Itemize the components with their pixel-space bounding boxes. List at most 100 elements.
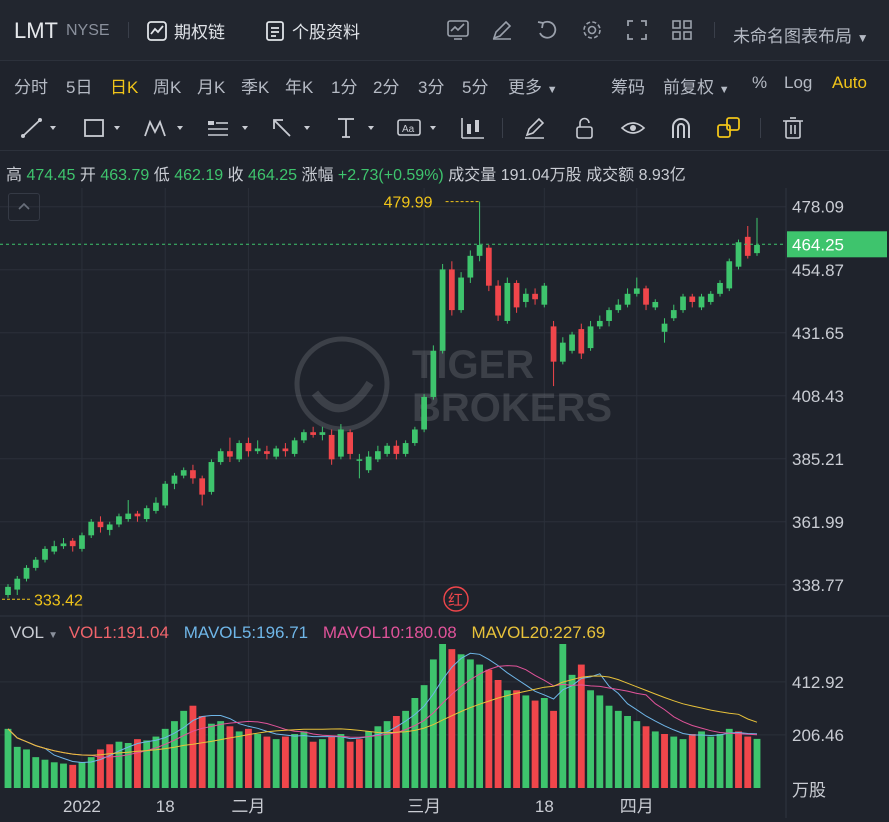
candle-body	[633, 288, 640, 294]
candle-body	[273, 448, 280, 457]
mavol10-value: MAVOL10:180.08	[322, 623, 457, 642]
pattern-tool-icon[interactable]	[143, 116, 187, 140]
gear-icon[interactable]	[580, 18, 604, 42]
volume-bar	[383, 721, 391, 788]
candle-body	[365, 456, 372, 471]
candle-body	[190, 470, 196, 479]
mavol5-value: MAVOL5:196.71	[183, 623, 309, 642]
volume-tick-label: 206.46	[792, 726, 844, 745]
volume-bar	[661, 734, 668, 788]
layers-icon[interactable]	[716, 116, 742, 140]
layout-name-dropdown[interactable]: 未命名图表布局 ▼	[733, 22, 869, 47]
candle-body	[439, 269, 446, 351]
period-item[interactable]: 3分	[418, 78, 445, 97]
candle-body	[384, 445, 390, 454]
period-item[interactable]: 5日	[66, 78, 93, 97]
pen-icon[interactable]	[522, 116, 548, 140]
candle-body	[180, 470, 187, 476]
candle-body	[559, 342, 566, 362]
edit-icon[interactable]	[490, 18, 514, 42]
volume-bar	[87, 757, 95, 788]
auto-toggle[interactable]: Auto	[832, 73, 867, 92]
close-label: 收	[227, 167, 244, 184]
fibonacci-tool-icon[interactable]	[206, 116, 252, 140]
arrow-tool-icon[interactable]	[270, 116, 314, 140]
volume-bar	[143, 740, 151, 788]
volume-bar	[355, 739, 363, 788]
caret-down-icon: ▼	[718, 84, 730, 96]
candle-body	[485, 247, 492, 286]
undo-icon[interactable]	[535, 18, 559, 42]
candle-body	[504, 282, 511, 321]
stock-info-button[interactable]: 个股资料	[264, 18, 360, 43]
candle-body	[717, 282, 723, 294]
candle-tool-icon[interactable]	[460, 116, 486, 140]
period-item-active[interactable]: 日K	[110, 78, 139, 97]
candle-body	[596, 320, 603, 327]
volume-bar	[633, 721, 641, 788]
volume-bar	[670, 736, 678, 788]
vol1-value: VOL1:191.04	[68, 623, 169, 642]
volume-bar	[346, 741, 354, 788]
percent-toggle[interactable]: %	[752, 73, 768, 92]
more-periods-dropdown[interactable]: 更多 ▼	[508, 73, 558, 98]
volume-bar	[568, 674, 576, 788]
time-tick-label: 四月	[620, 797, 654, 816]
max-price-label: 479.99	[384, 195, 433, 212]
volume-bar	[522, 695, 530, 788]
ticker-symbol[interactable]: LMT	[14, 18, 58, 43]
collapse-button[interactable]	[8, 193, 40, 221]
candle-body	[328, 434, 335, 460]
period-item[interactable]: 5分	[462, 78, 489, 97]
eye-icon[interactable]	[620, 116, 646, 140]
grid-layout-icon[interactable]	[670, 18, 694, 42]
magnet-icon[interactable]	[668, 116, 694, 140]
candlestick-series	[5, 201, 760, 598]
last-price-badge	[787, 231, 887, 258]
candle-body	[744, 236, 751, 256]
candle-body	[541, 285, 548, 305]
turnover-label: 成交额	[586, 167, 635, 184]
volume-bar	[540, 698, 548, 788]
candle-body	[661, 323, 668, 332]
price-range-tool-icon[interactable]	[334, 116, 378, 140]
volume-bar	[41, 759, 49, 788]
volume-bar	[485, 669, 493, 788]
trash-icon[interactable]	[780, 116, 806, 140]
log-toggle[interactable]: Log	[784, 73, 813, 92]
candle-body	[448, 269, 455, 311]
price-tick-label: 454.87	[792, 261, 844, 280]
indicator-chart-icon[interactable]	[446, 18, 470, 42]
candle-body	[125, 513, 132, 520]
lock-icon[interactable]	[572, 116, 598, 140]
period-item[interactable]: 季K	[241, 78, 270, 97]
adjust-dropdown[interactable]: 前复权 ▼	[663, 73, 730, 98]
period-item[interactable]: 1分	[331, 78, 358, 97]
volume-indicator-dropdown[interactable]: VOL ▼	[10, 623, 58, 642]
period-item[interactable]: 周K	[153, 78, 182, 97]
chevron-up-icon	[18, 202, 30, 210]
time-tick-label: 18	[156, 797, 175, 816]
period-item[interactable]: 年K	[285, 78, 314, 97]
low-label: 低	[153, 167, 170, 184]
volume-bar	[69, 764, 77, 788]
period-item[interactable]: 月K	[197, 78, 226, 97]
text-tool-icon[interactable]: Aa	[396, 116, 440, 140]
options-chain-label: 期权链	[174, 23, 225, 42]
volume-bar	[735, 731, 742, 788]
period-item[interactable]: 分时	[14, 78, 48, 97]
candle-body	[227, 451, 233, 457]
fullscreen-icon[interactable]	[625, 18, 649, 42]
chips-button[interactable]: 筹码	[611, 78, 645, 97]
price-axis: 478.09 454.87 431.65 408.43 385.21 361.99 338.…	[792, 198, 844, 595]
trendline-tool-icon[interactable]	[20, 116, 60, 140]
indicator-label: VOL	[10, 623, 44, 642]
event-marker[interactable]: 红	[443, 586, 469, 612]
rectangle-tool-icon[interactable]	[82, 116, 124, 140]
price-tick-label: 478.09	[792, 198, 844, 217]
options-chain-button[interactable]: 期权链	[146, 18, 225, 43]
period-item[interactable]: 2分	[373, 78, 400, 97]
price-chart[interactable]: TIGER BROKERS 478.09 454.87 431.65 408.43 38…	[0, 188, 889, 818]
volume-bar	[439, 644, 447, 788]
more-label: 更多	[508, 78, 542, 97]
